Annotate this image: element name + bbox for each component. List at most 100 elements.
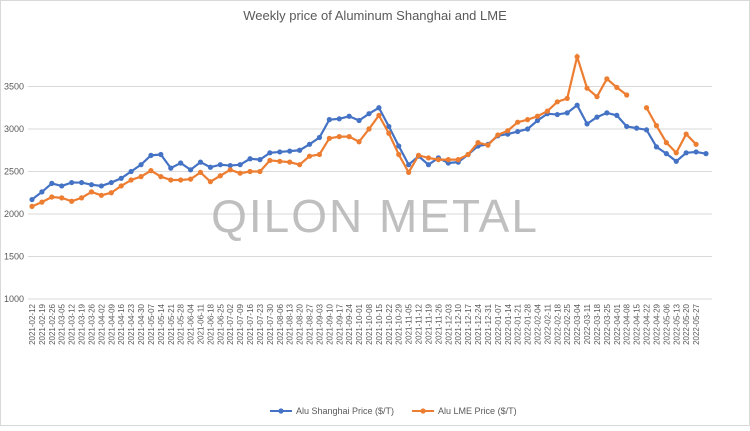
x-tick-label: 2021-10-01 [355,303,364,344]
data-point [217,173,223,179]
x-tick-label: 2021-11-05 [405,303,414,344]
data-point [624,123,630,130]
data-point [366,126,372,132]
data-point [247,156,253,162]
x-tick-label: 2021-12-10 [454,303,463,344]
data-point [574,54,580,60]
x-tick-label: 2021-08-13 [286,303,295,344]
legend-marker [278,408,284,414]
x-tick-label: 2021-07-02 [226,303,235,344]
x-tick-label: 2022-01-28 [524,303,533,344]
data-point [148,168,154,174]
x-tick-label: 2022-05-27 [692,303,701,344]
data-point [138,162,144,168]
x-tick-label: 2021-03-26 [87,303,96,344]
x-tick-label: 2021-09-03 [315,303,324,344]
legend-label: Alu Shanghai Price ($/T) [296,406,394,416]
data-point [297,147,303,153]
x-tick-label: 2021-03-12 [68,303,77,344]
data-point [564,95,570,101]
legend-item: Alu LME Price ($/T) [412,406,517,416]
data-point [336,134,342,140]
x-tick-label: 2022-04-08 [623,303,632,344]
data-point [158,151,164,158]
data-point [29,196,35,203]
x-tick-label: 2021-12-17 [464,303,473,344]
data-point [108,190,114,196]
data-point [425,162,432,168]
x-tick-label: 2021-07-16 [246,303,255,344]
data-point [544,108,551,114]
data-point [217,162,223,168]
data-point [306,141,313,147]
x-tick-label: 2021-03-19 [78,303,87,344]
x-tick-label: 2021-04-30 [137,303,146,344]
x-tick-label: 2021-04-23 [127,303,136,344]
data-point [524,117,531,123]
data-point [207,179,214,185]
x-tick-label: 2022-02-25 [563,303,572,344]
watermark: QILON METAL [211,190,539,242]
data-point [386,130,392,136]
data-point [39,189,45,195]
data-point [435,157,441,163]
data-point [584,121,590,127]
x-tick-label: 2021-10-29 [395,303,404,344]
data-point [108,179,114,186]
data-point [356,117,362,124]
x-tick-label: 2022-02-18 [553,303,562,344]
x-tick-label: 2021-02-26 [48,303,57,344]
y-tick-label: 1000 [4,294,24,304]
data-point [98,192,104,198]
data-point [653,123,660,129]
data-point [366,111,372,117]
data-point [574,102,580,108]
data-point [118,183,124,189]
data-point [534,117,541,124]
x-tick-label: 2022-02-11 [543,303,552,344]
data-point [178,160,184,166]
data-point [148,152,154,158]
data-point [614,112,620,118]
x-tick-label: 2021-09-24 [345,303,354,344]
data-point [415,152,422,158]
x-tick-label: 2021-05-28 [177,303,186,344]
x-tick-label: 2021-11-12 [415,303,424,344]
data-point [277,149,283,155]
x-tick-label: 2022-01-07 [494,303,503,344]
x-tick-label: 2021-04-09 [107,303,116,344]
data-point [297,162,303,168]
x-tick-label: 2021-07-30 [266,303,275,344]
x-tick-label: 2022-03-11 [583,303,592,344]
x-tick-label: 2021-08-20 [296,303,305,344]
x-tick-label: 2022-04-29 [652,303,661,344]
data-point [59,183,65,189]
x-tick-label: 2022-05-13 [672,303,681,344]
data-point [237,162,243,168]
data-point [643,105,650,111]
x-tick-label: 2021-03-05 [58,303,67,344]
x-tick-label: 2021-08-27 [306,303,315,344]
data-point [49,180,55,186]
data-point [78,195,85,201]
data-point [683,131,689,137]
data-point [158,174,164,180]
data-point [128,168,134,175]
data-point [406,169,412,175]
data-point [356,139,362,145]
data-point [495,132,501,138]
data-point [505,128,511,134]
data-point [515,128,521,135]
data-point [277,158,283,164]
legend-marker [420,408,426,414]
data-point [624,92,630,98]
data-point [396,151,402,158]
x-tick-label: 2022-01-21 [514,303,523,344]
data-point [197,169,204,175]
data-point [346,134,352,140]
legend-item: Alu Shanghai Price ($/T) [270,406,394,416]
data-point [227,162,233,169]
x-tick-label: 2022-05-06 [662,303,671,344]
data-point [693,141,699,147]
